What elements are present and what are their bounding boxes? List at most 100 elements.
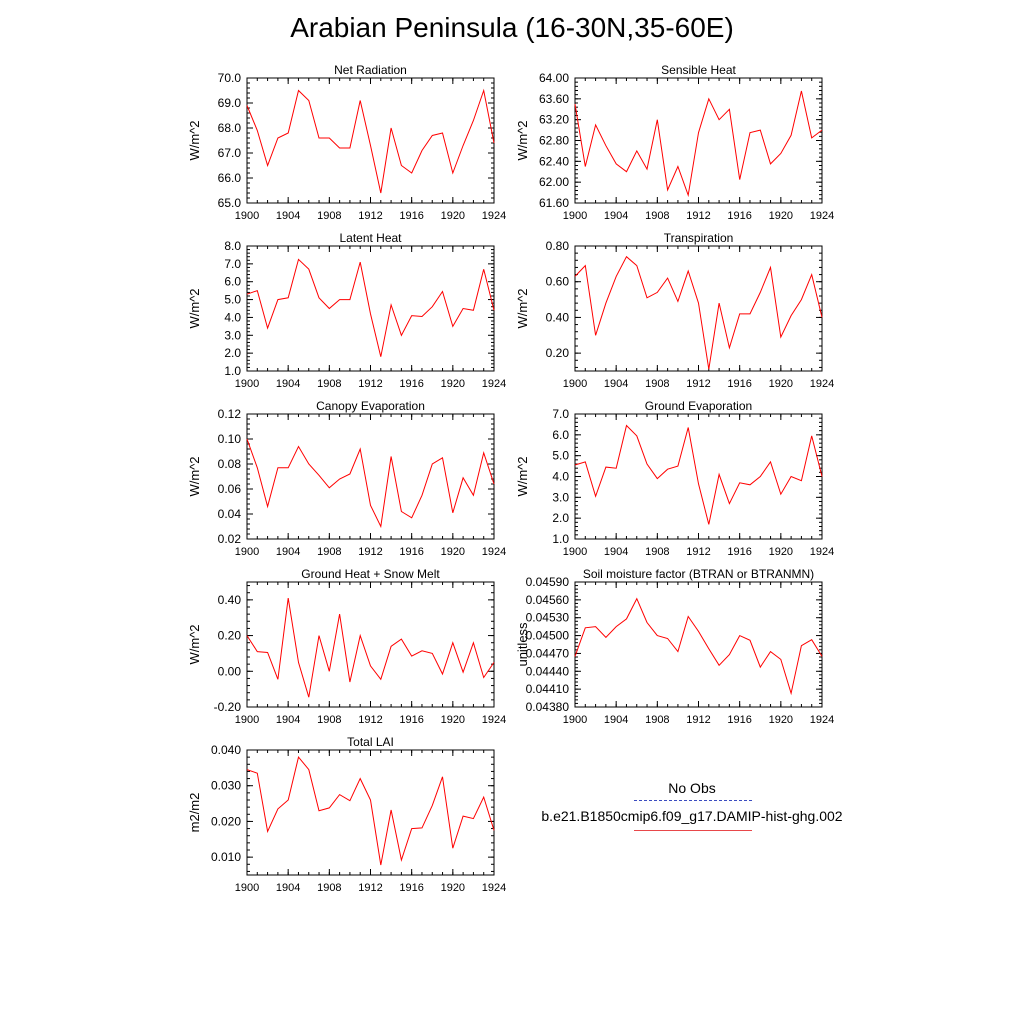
y-tick-label: 63.20: [539, 113, 569, 127]
y-tick-label: 0.04440: [526, 664, 570, 678]
y-tick-label: 62.00: [539, 175, 569, 189]
x-tick-label: 1908: [317, 378, 341, 390]
x-tick-label: 1904: [276, 378, 300, 390]
x-tick-label: 1904: [604, 210, 628, 222]
panel-title: Latent Heat: [339, 231, 402, 245]
x-tick-label: 1900: [563, 378, 587, 390]
x-tick-label: 1908: [317, 882, 341, 894]
x-tick-label: 1916: [399, 210, 423, 222]
x-tick-label: 1924: [482, 546, 506, 558]
x-tick-label: 1920: [441, 210, 465, 222]
y-tick-label: 0.04560: [526, 593, 570, 607]
x-tick-label: 1912: [686, 714, 710, 726]
x-tick-label: 1900: [563, 714, 587, 726]
y-tick-label: 6.0: [224, 275, 241, 289]
x-tick-label: 1912: [358, 378, 382, 390]
x-tick-label: 1908: [645, 210, 669, 222]
y-tick-label: 0.04530: [526, 611, 570, 625]
x-tick-label: 1900: [235, 714, 259, 726]
x-tick-label: 1924: [810, 378, 834, 390]
plot-frame: [574, 77, 823, 204]
series-line: [246, 258, 495, 357]
panel-1: Net Radiation W/m^2 1900 1904 1908 1912 1916 19…: [187, 63, 506, 222]
y-tick-label: 67.0: [218, 146, 242, 160]
y-tick-label: 4.0: [224, 310, 241, 324]
x-tick-label: 1900: [235, 378, 259, 390]
series-line: [574, 597, 823, 696]
x-tick-label: 1924: [810, 714, 834, 726]
x-tick-label: 1908: [645, 546, 669, 558]
series-line: [574, 90, 823, 198]
plot-frame: [574, 413, 823, 540]
x-tick-label: 1916: [399, 378, 423, 390]
y-tick-label: 0.030: [211, 779, 241, 793]
plot-frame: [246, 749, 495, 876]
x-tick-label: 1916: [399, 546, 423, 558]
page-title: Arabian Peninsula (16-30N,35-60E): [290, 12, 734, 43]
panel-title: Sensible Heat: [661, 63, 736, 77]
series-line: [574, 424, 823, 525]
x-tick-label: 1912: [358, 882, 382, 894]
plot-frame: [246, 581, 495, 708]
legend-model-line: [634, 830, 752, 831]
y-tick-label: 0.04470: [526, 646, 570, 660]
panel-title: Canopy Evaporation: [316, 399, 425, 413]
y-tick-label: 0.40: [218, 593, 242, 607]
x-tick-label: 1912: [686, 378, 710, 390]
x-tick-label: 1924: [810, 546, 834, 558]
y-tick-label: 62.40: [539, 154, 569, 168]
x-tick-label: 1920: [441, 714, 465, 726]
x-tick-label: 1920: [769, 378, 793, 390]
x-tick-label: 1920: [769, 546, 793, 558]
x-tick-label: 1908: [645, 378, 669, 390]
y-tick-label: 4.0: [552, 470, 569, 484]
series-line: [246, 438, 495, 529]
y-axis-label: W/m^2: [187, 120, 202, 160]
y-tick-label: 0.40: [546, 310, 570, 324]
plot-frame: [246, 413, 495, 540]
series-line: [574, 255, 823, 370]
x-tick-label: 1924: [810, 210, 834, 222]
series-line: [246, 598, 495, 698]
x-tick-label: 1920: [769, 210, 793, 222]
x-tick-label: 1916: [727, 546, 751, 558]
panel-title: Net Radiation: [334, 63, 407, 77]
y-tick-label: 0.12: [218, 407, 242, 421]
y-tick-label: 6.0: [552, 428, 569, 442]
y-tick-label: 0.06: [218, 482, 242, 496]
y-tick-label: 1.0: [552, 532, 569, 546]
legend-obs-label: No Obs: [668, 780, 716, 796]
y-tick-label: 0.04590: [526, 575, 570, 589]
x-tick-label: 1912: [358, 546, 382, 558]
y-tick-label: 62.80: [539, 134, 569, 148]
x-tick-label: 1912: [686, 546, 710, 558]
y-tick-label: 5.0: [552, 449, 569, 463]
panel-8: Soil moisture factor (BTRAN or BTRANMN) u…: [515, 567, 834, 726]
x-tick-label: 1900: [563, 210, 587, 222]
y-axis-label: unitless: [515, 622, 530, 667]
y-tick-label: -0.20: [214, 700, 242, 714]
x-tick-label: 1900: [235, 882, 259, 894]
y-tick-label: 70.0: [218, 71, 242, 85]
x-tick-label: 1908: [645, 714, 669, 726]
x-tick-label: 1908: [317, 210, 341, 222]
y-tick-label: 0.20: [218, 629, 242, 643]
x-tick-label: 1924: [482, 378, 506, 390]
series-line: [246, 756, 495, 866]
plot-frame: [246, 245, 495, 372]
x-tick-label: 1924: [482, 210, 506, 222]
y-tick-label: 64.00: [539, 71, 569, 85]
y-tick-label: 7.0: [224, 257, 241, 271]
y-tick-label: 3.0: [552, 490, 569, 504]
x-tick-label: 1900: [235, 210, 259, 222]
x-tick-label: 1920: [441, 882, 465, 894]
x-tick-label: 1904: [276, 882, 300, 894]
panel-2: Sensible Heat W/m^2 1900 1904 1908 1912 1916 19…: [515, 63, 834, 222]
y-tick-label: 2.0: [552, 511, 569, 525]
y-axis-label: W/m^2: [187, 288, 202, 328]
y-tick-label: 5.0: [224, 293, 241, 307]
x-tick-label: 1916: [399, 714, 423, 726]
x-tick-label: 1912: [358, 714, 382, 726]
y-tick-label: 68.0: [218, 121, 242, 135]
